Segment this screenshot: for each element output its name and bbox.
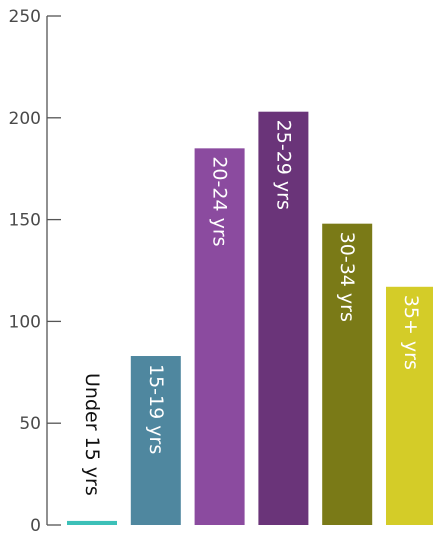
bar [322, 223, 373, 525]
y-tick-label: 150 [9, 211, 41, 231]
y-tick-label: 250 [9, 7, 41, 27]
bar [386, 286, 433, 525]
bar-label: 30-34 yrs [336, 232, 358, 322]
bar-label: Under 15 yrs [81, 373, 103, 496]
bar-label: 15-19 yrs [145, 364, 167, 454]
y-tick-label: 0 [30, 516, 41, 536]
bar-labels: Under 15 yrs 15-19 yrs 20-24 yrs 25-29 yrs 3… [81, 120, 422, 496]
y-tick-label: 100 [9, 312, 41, 332]
y-tick-label: 200 [9, 109, 41, 129]
bar [130, 356, 181, 525]
bar-label: 25-29 yrs [272, 120, 294, 210]
bar [194, 148, 245, 525]
y-axis: 0 50 100 150 200 250 [9, 7, 61, 536]
bar-label: 35+ yrs [400, 295, 422, 370]
bar [67, 520, 117, 525]
bars [67, 111, 433, 525]
bar-label: 20-24 yrs [209, 156, 231, 246]
y-tick-label: 50 [19, 414, 41, 434]
bar [258, 111, 309, 525]
